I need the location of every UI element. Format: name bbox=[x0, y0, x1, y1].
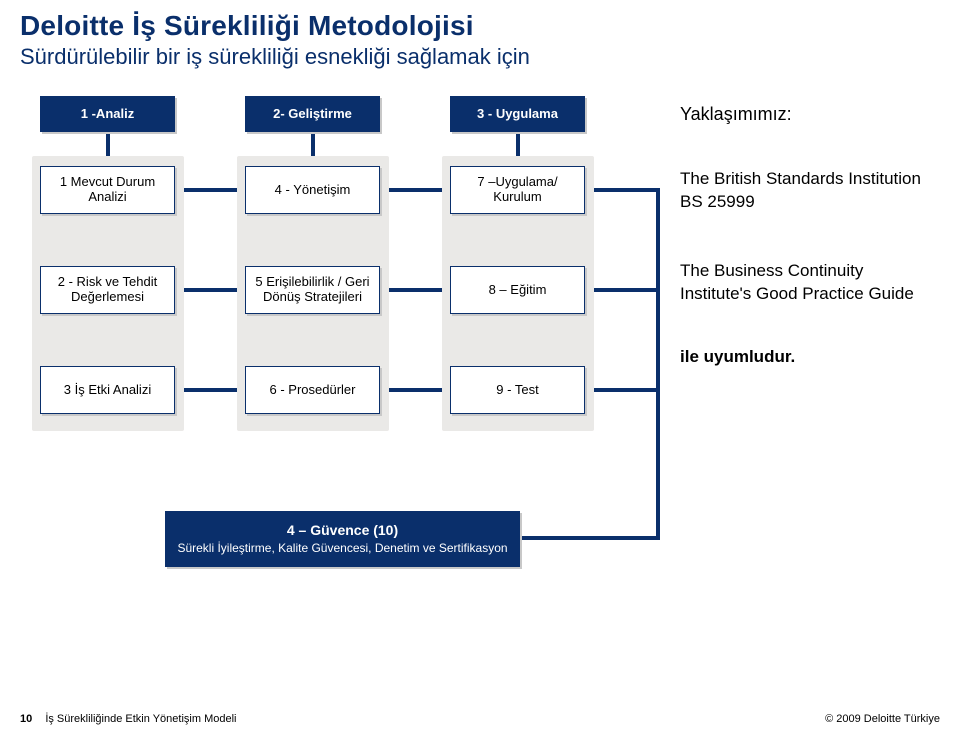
text-bs25999: The British Standards Institution BS 259… bbox=[680, 168, 930, 214]
connector bbox=[311, 132, 315, 156]
page-number: 10 bbox=[20, 713, 32, 725]
approach-label: Yaklaşımımız: bbox=[680, 102, 792, 126]
assurance-subtitle: Sürekli İyileştirme, Kalite Güvencesi, D… bbox=[177, 542, 507, 556]
connector bbox=[656, 188, 660, 540]
step-8-egitim: 8 – Eğitim bbox=[450, 266, 585, 314]
connector bbox=[380, 388, 450, 392]
connector bbox=[580, 536, 660, 540]
connector bbox=[106, 132, 110, 156]
assurance-title: 4 – Güvence (10) bbox=[287, 522, 398, 538]
connector bbox=[380, 288, 450, 292]
stage-uygulama: 3 - Uygulama bbox=[450, 96, 585, 132]
connector bbox=[516, 132, 520, 156]
footer-copyright: © 2009 Deloitte Türkiye bbox=[825, 713, 940, 725]
step-4-yonetisim: 4 - Yönetişim bbox=[245, 166, 380, 214]
footer-left: 10 İş Sürekliliğinde Etkin Yönetişim Mod… bbox=[20, 713, 236, 725]
assurance-box: 4 – Güvence (10) Sürekli İyileştirme, Ka… bbox=[165, 511, 520, 567]
connector bbox=[380, 188, 450, 192]
connector bbox=[175, 388, 245, 392]
methodology-diagram: 1 -Analiz 2- Geliştirme 3 - Uygulama Yak… bbox=[20, 96, 940, 616]
connector bbox=[520, 536, 580, 540]
page-subtitle: Sürdürülebilir bir iş sürekliliği esnekl… bbox=[20, 44, 940, 70]
step-9-test: 9 - Test bbox=[450, 366, 585, 414]
step-5-stratejiler: 5 Erişilebilirlik / Geri Dönüş Stratejil… bbox=[245, 266, 380, 314]
footer: 10 İş Sürekliliğinde Etkin Yönetişim Mod… bbox=[20, 713, 940, 725]
text-bci-good-practice: The Business Continuity Institute's Good… bbox=[680, 260, 930, 306]
step-2-risk-tehdit: 2 - Risk ve Tehdit Değerlemesi bbox=[40, 266, 175, 314]
connector bbox=[175, 188, 245, 192]
stage-gelistirme: 2- Geliştirme bbox=[245, 96, 380, 132]
step-3-is-etki: 3 İş Etki Analizi bbox=[40, 366, 175, 414]
footer-doc-title: İş Sürekliliğinde Etkin Yönetişim Modeli bbox=[45, 713, 236, 725]
step-1-mevcut-durum: 1 Mevcut Durum Analizi bbox=[40, 166, 175, 214]
page-title: Deloitte İş Sürekliliği Metodolojisi bbox=[20, 10, 940, 42]
step-7-uygulama-kurulum: 7 –Uygulama/ Kurulum bbox=[450, 166, 585, 214]
text-ile-uyumludur: ile uyumludur. bbox=[680, 346, 930, 369]
connector bbox=[175, 288, 245, 292]
step-6-prosedurler: 6 - Prosedürler bbox=[245, 366, 380, 414]
stage-analiz: 1 -Analiz bbox=[40, 96, 175, 132]
